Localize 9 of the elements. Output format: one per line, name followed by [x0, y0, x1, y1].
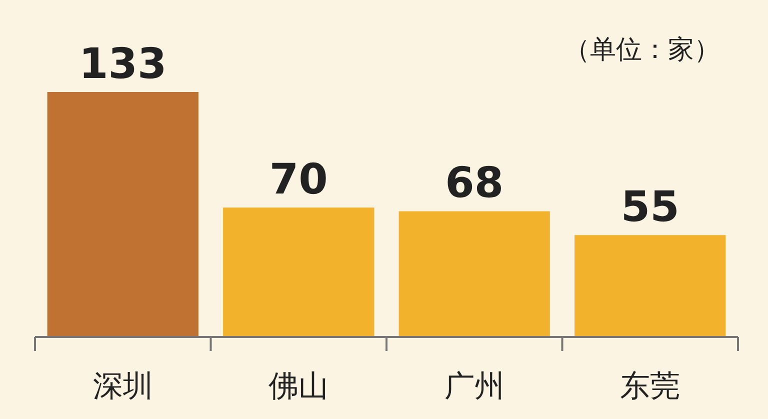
x-tick-label: 东莞 [620, 369, 680, 404]
data-label: 70 [269, 154, 328, 204]
data-label: 133 [79, 39, 167, 88]
data-label: 55 [620, 182, 680, 232]
x-tick-label: 广州 [444, 369, 504, 404]
x-tick-label: 佛山 [268, 369, 329, 404]
data-label: 68 [445, 158, 504, 208]
x-tick-label: 深圳 [92, 369, 153, 404]
text: （单位：家） [564, 35, 720, 65]
